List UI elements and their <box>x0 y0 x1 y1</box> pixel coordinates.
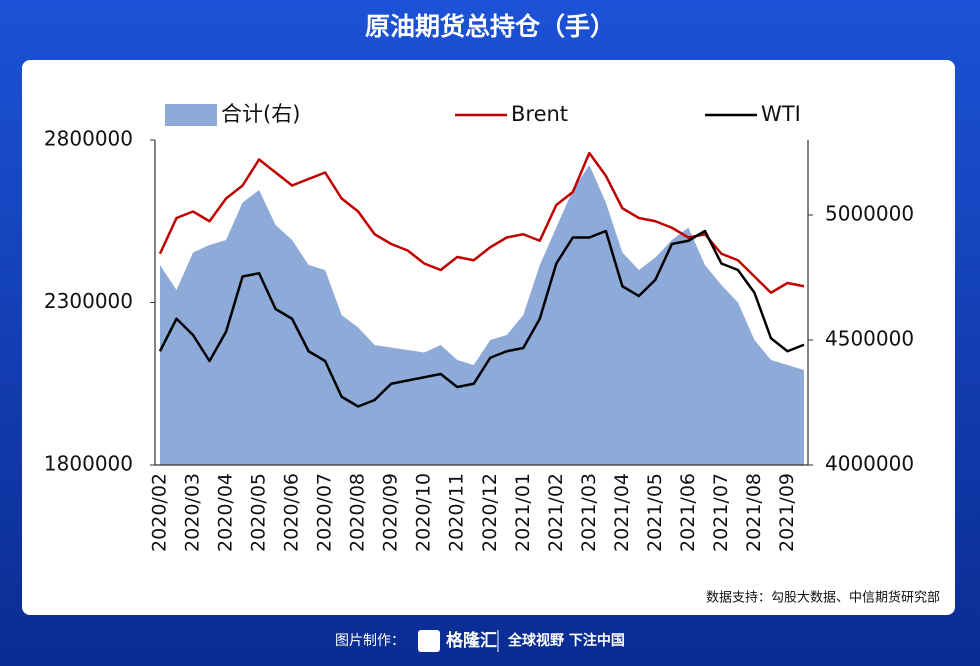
x-tick-label: 2020/08 <box>347 473 369 552</box>
x-tick-label: 2020/03 <box>182 473 204 552</box>
y2-tick-label: 4000000 <box>825 452 914 476</box>
x-tick-label: 2021/09 <box>776 473 798 552</box>
x-tick-label: 2021/01 <box>512 473 534 552</box>
x-tick-label: 2021/03 <box>578 473 600 552</box>
y2-tick-label: 5000000 <box>825 202 914 226</box>
legend-label: 合计(右) <box>221 102 300 126</box>
x-tick-label: 2021/02 <box>545 473 567 552</box>
x-tick-label: 2020/07 <box>314 473 336 552</box>
legend-label: Brent <box>511 102 568 126</box>
x-tick-label: 2021/05 <box>644 473 666 552</box>
x-tick-label: 2020/12 <box>479 473 501 552</box>
x-tick-label: 2021/07 <box>710 473 732 552</box>
source: 数据支持：勾股大数据、中信期货研究部 <box>706 590 940 606</box>
line <box>158 229 805 408</box>
legend-swatch <box>165 104 217 126</box>
x-tick-label: 2020/04 <box>215 473 237 552</box>
y-tick-label: 2800000 <box>44 127 133 151</box>
y-tick-label: 1800000 <box>44 452 133 476</box>
x-tick-label: 2020/10 <box>413 473 435 552</box>
footer-brand: 格隆汇 <box>446 630 497 651</box>
area <box>160 165 804 465</box>
x-tick-label: 2020/02 <box>149 473 171 552</box>
footer-label: 图片制作： <box>335 633 405 649</box>
legend-label: WTI <box>761 102 801 126</box>
chart-title: 原油期货总持仓（手） <box>365 12 615 41</box>
y2-tick-label: 4500000 <box>825 327 914 351</box>
x-tick-label: 2020/09 <box>380 473 402 552</box>
x-tick-label: 2020/05 <box>248 473 270 552</box>
x-tick-label: 2020/06 <box>281 473 303 552</box>
y-tick-label: 2300000 <box>44 289 133 313</box>
brand-icon <box>418 630 440 652</box>
x-tick-label: 2021/06 <box>677 473 699 552</box>
footer-slogan: 全球视野 下注中国 <box>507 632 625 649</box>
x-tick-label: 2020/11 <box>446 473 468 552</box>
x-tick-label: 2021/04 <box>611 473 633 552</box>
x-tick-label: 2021/08 <box>743 473 765 552</box>
